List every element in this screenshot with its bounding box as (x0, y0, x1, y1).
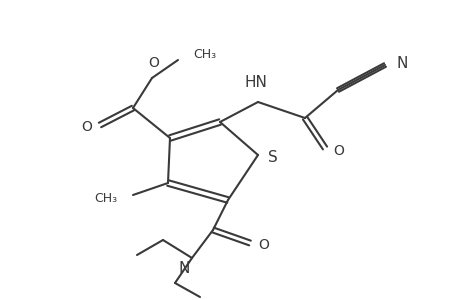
Text: N: N (396, 56, 408, 70)
Text: O: O (257, 238, 269, 252)
Text: O: O (332, 144, 343, 158)
Text: N: N (178, 261, 190, 276)
Text: HN: HN (244, 75, 267, 90)
Text: CH₃: CH₃ (94, 191, 117, 205)
Text: O: O (81, 120, 92, 134)
Text: S: S (268, 151, 277, 166)
Text: CH₃: CH₃ (193, 49, 216, 62)
Text: O: O (148, 56, 159, 70)
